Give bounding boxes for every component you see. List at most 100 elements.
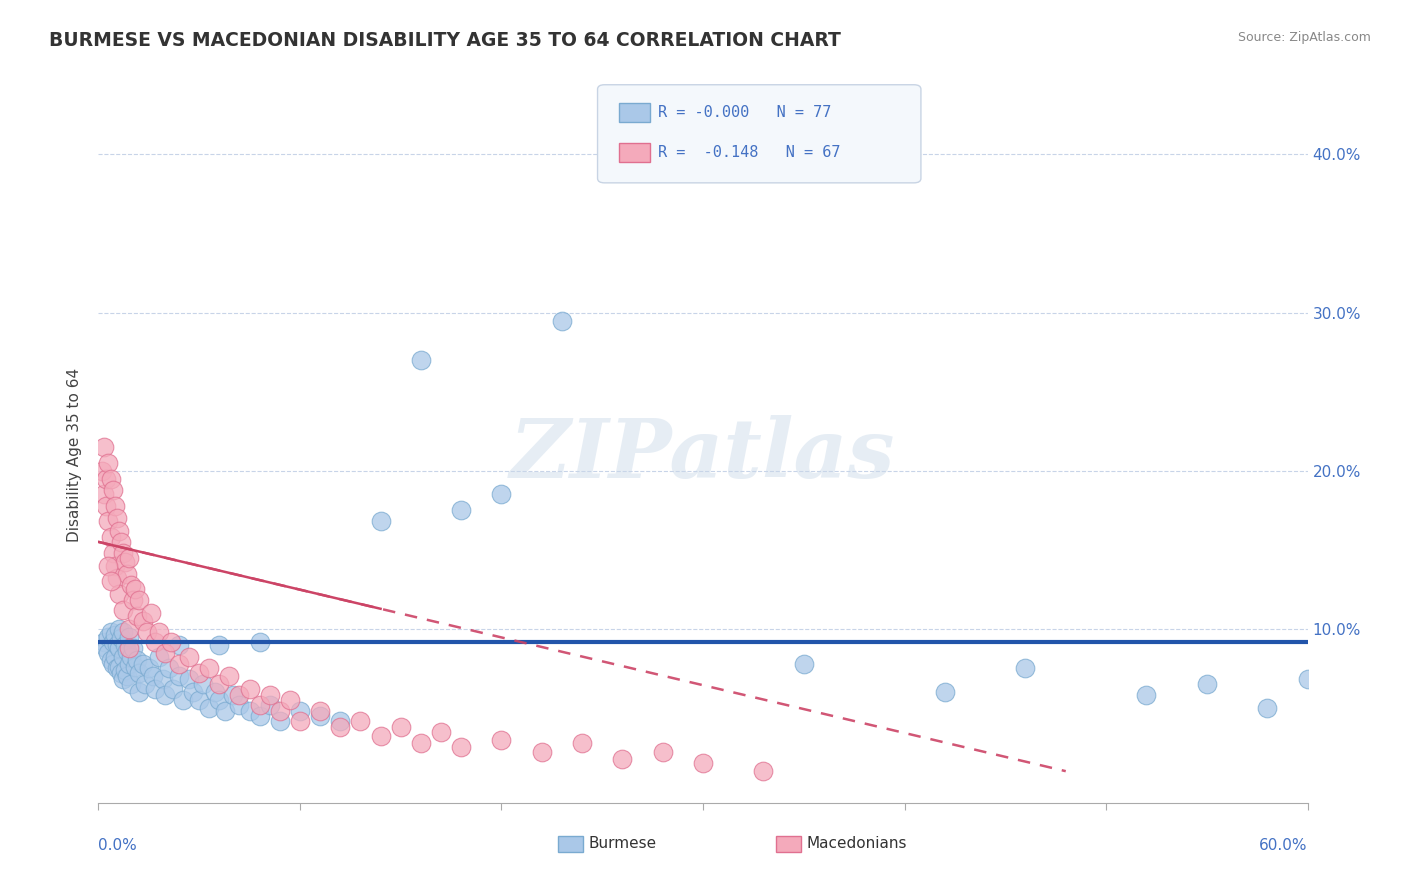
Point bbox=[118, 640, 141, 655]
Point bbox=[259, 688, 281, 702]
Point bbox=[162, 681, 184, 696]
Point bbox=[105, 511, 128, 525]
Point bbox=[97, 630, 120, 644]
Point bbox=[93, 634, 115, 648]
Point bbox=[121, 640, 143, 655]
Point bbox=[101, 657, 124, 671]
Point bbox=[218, 669, 240, 683]
Point bbox=[107, 524, 129, 538]
Point bbox=[128, 666, 150, 681]
Text: BURMESE VS MACEDONIAN DISABILITY AGE 35 TO 64 CORRELATION CHART: BURMESE VS MACEDONIAN DISABILITY AGE 35 … bbox=[49, 31, 841, 50]
Point bbox=[179, 673, 201, 687]
Point bbox=[111, 673, 134, 687]
Point bbox=[239, 704, 262, 718]
Point bbox=[450, 740, 472, 755]
Point bbox=[143, 634, 166, 648]
Point bbox=[114, 663, 136, 677]
Point bbox=[204, 685, 226, 699]
Point bbox=[530, 745, 553, 759]
Point bbox=[96, 499, 118, 513]
Point bbox=[132, 614, 155, 628]
Point bbox=[259, 698, 281, 712]
Text: Source: ZipAtlas.com: Source: ZipAtlas.com bbox=[1237, 31, 1371, 45]
Text: R =  -0.148   N = 67: R = -0.148 N = 67 bbox=[658, 145, 841, 160]
Point bbox=[100, 574, 122, 589]
Point bbox=[157, 661, 180, 675]
Point bbox=[128, 685, 150, 699]
Point bbox=[370, 730, 392, 744]
Point bbox=[111, 625, 134, 640]
Point bbox=[214, 704, 236, 718]
Point bbox=[96, 640, 118, 655]
Point bbox=[107, 640, 129, 655]
Point bbox=[103, 558, 125, 573]
Point bbox=[118, 622, 141, 636]
Point bbox=[793, 657, 815, 671]
Point bbox=[132, 657, 155, 671]
Point bbox=[111, 603, 134, 617]
Point bbox=[389, 720, 412, 734]
Point bbox=[101, 634, 124, 648]
Point bbox=[111, 650, 134, 665]
Point bbox=[121, 593, 143, 607]
Point bbox=[571, 736, 593, 750]
Point bbox=[115, 669, 138, 683]
Point bbox=[114, 556, 136, 570]
Point bbox=[1135, 688, 1157, 702]
Text: 60.0%: 60.0% bbox=[1260, 838, 1308, 853]
Point bbox=[118, 657, 141, 671]
Point bbox=[1256, 701, 1278, 715]
Point bbox=[1014, 661, 1036, 675]
Text: ZIPatlas: ZIPatlas bbox=[510, 415, 896, 495]
Point bbox=[115, 566, 138, 581]
Point bbox=[148, 650, 170, 665]
Text: 0.0%: 0.0% bbox=[98, 838, 138, 853]
Point bbox=[120, 650, 142, 665]
Point bbox=[208, 638, 231, 652]
Point bbox=[239, 681, 262, 696]
Point bbox=[103, 628, 125, 642]
Point bbox=[100, 625, 122, 640]
Point bbox=[142, 669, 165, 683]
Point bbox=[105, 571, 128, 585]
Point bbox=[93, 440, 115, 454]
Point bbox=[1195, 677, 1218, 691]
Point bbox=[125, 609, 148, 624]
Point bbox=[309, 708, 332, 723]
Point bbox=[370, 514, 392, 528]
Point bbox=[100, 472, 122, 486]
Point bbox=[125, 653, 148, 667]
Point bbox=[93, 487, 115, 501]
Point bbox=[111, 546, 134, 560]
Point bbox=[134, 677, 156, 691]
Point bbox=[128, 593, 150, 607]
Point bbox=[97, 514, 120, 528]
Point bbox=[152, 673, 174, 687]
Point bbox=[153, 646, 176, 660]
Point bbox=[208, 677, 231, 691]
Point bbox=[107, 587, 129, 601]
Point bbox=[228, 688, 250, 702]
Point bbox=[153, 688, 176, 702]
Point bbox=[269, 714, 291, 728]
Point bbox=[100, 530, 122, 544]
Point bbox=[172, 693, 194, 707]
Text: R = -0.000   N = 77: R = -0.000 N = 77 bbox=[658, 105, 831, 120]
Point bbox=[491, 732, 513, 747]
Point bbox=[160, 634, 183, 648]
Point bbox=[110, 632, 132, 646]
Point bbox=[167, 669, 190, 683]
Point bbox=[115, 644, 138, 658]
Point bbox=[101, 483, 124, 497]
Point bbox=[110, 666, 132, 681]
Point bbox=[249, 698, 271, 712]
Point bbox=[103, 650, 125, 665]
Point bbox=[110, 534, 132, 549]
Point bbox=[309, 704, 332, 718]
Point bbox=[409, 353, 432, 368]
Point bbox=[120, 577, 142, 591]
Point bbox=[651, 745, 673, 759]
Point bbox=[96, 472, 118, 486]
Point bbox=[97, 558, 120, 573]
Point bbox=[193, 677, 215, 691]
